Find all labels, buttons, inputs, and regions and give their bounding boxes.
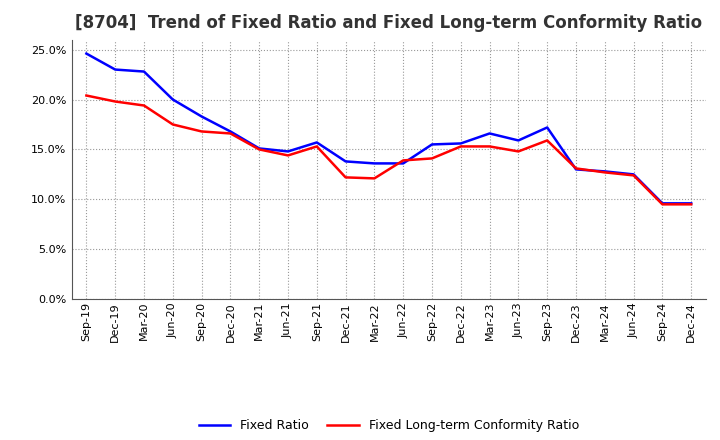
Fixed Ratio (197, 114, 206, 119)
Fixed Long-term Conformity Ratio (284, 153, 292, 158)
Fixed Ratio (687, 201, 696, 206)
Fixed Long-term Conformity Ratio (255, 147, 264, 152)
Fixed Long-term Conformity Ratio (687, 202, 696, 207)
Fixed Long-term Conformity Ratio (341, 175, 350, 180)
Fixed Long-term Conformity Ratio (168, 122, 177, 127)
Fixed Ratio (456, 141, 465, 146)
Fixed Ratio (600, 169, 609, 174)
Fixed Ratio (485, 131, 494, 136)
Fixed Ratio (514, 138, 523, 143)
Fixed Ratio (428, 142, 436, 147)
Fixed Ratio (140, 69, 148, 74)
Fixed Ratio (255, 146, 264, 151)
Line: Fixed Long-term Conformity Ratio: Fixed Long-term Conformity Ratio (86, 95, 691, 204)
Fixed Long-term Conformity Ratio (428, 156, 436, 161)
Fixed Ratio (543, 125, 552, 130)
Fixed Long-term Conformity Ratio (456, 144, 465, 149)
Fixed Long-term Conformity Ratio (514, 149, 523, 154)
Title: [8704]  Trend of Fixed Ratio and Fixed Long-term Conformity Ratio: [8704] Trend of Fixed Ratio and Fixed Lo… (75, 15, 703, 33)
Fixed Long-term Conformity Ratio (197, 129, 206, 134)
Fixed Long-term Conformity Ratio (111, 99, 120, 104)
Line: Fixed Ratio: Fixed Ratio (86, 54, 691, 203)
Fixed Ratio (82, 51, 91, 56)
Fixed Long-term Conformity Ratio (629, 173, 638, 178)
Fixed Ratio (111, 67, 120, 72)
Fixed Ratio (168, 97, 177, 102)
Fixed Ratio (572, 167, 580, 172)
Fixed Long-term Conformity Ratio (370, 176, 379, 181)
Fixed Long-term Conformity Ratio (312, 144, 321, 149)
Fixed Long-term Conformity Ratio (226, 131, 235, 136)
Fixed Ratio (370, 161, 379, 166)
Fixed Long-term Conformity Ratio (658, 202, 667, 207)
Fixed Ratio (312, 140, 321, 145)
Fixed Long-term Conformity Ratio (82, 93, 91, 98)
Fixed Long-term Conformity Ratio (485, 144, 494, 149)
Fixed Long-term Conformity Ratio (572, 166, 580, 171)
Fixed Long-term Conformity Ratio (600, 170, 609, 175)
Fixed Long-term Conformity Ratio (140, 103, 148, 108)
Fixed Ratio (284, 149, 292, 154)
Fixed Ratio (399, 161, 408, 166)
Fixed Ratio (226, 129, 235, 134)
Fixed Ratio (658, 201, 667, 206)
Fixed Long-term Conformity Ratio (543, 138, 552, 143)
Fixed Ratio (629, 172, 638, 177)
Fixed Long-term Conformity Ratio (399, 158, 408, 163)
Fixed Ratio (341, 159, 350, 164)
Legend: Fixed Ratio, Fixed Long-term Conformity Ratio: Fixed Ratio, Fixed Long-term Conformity … (194, 414, 584, 437)
